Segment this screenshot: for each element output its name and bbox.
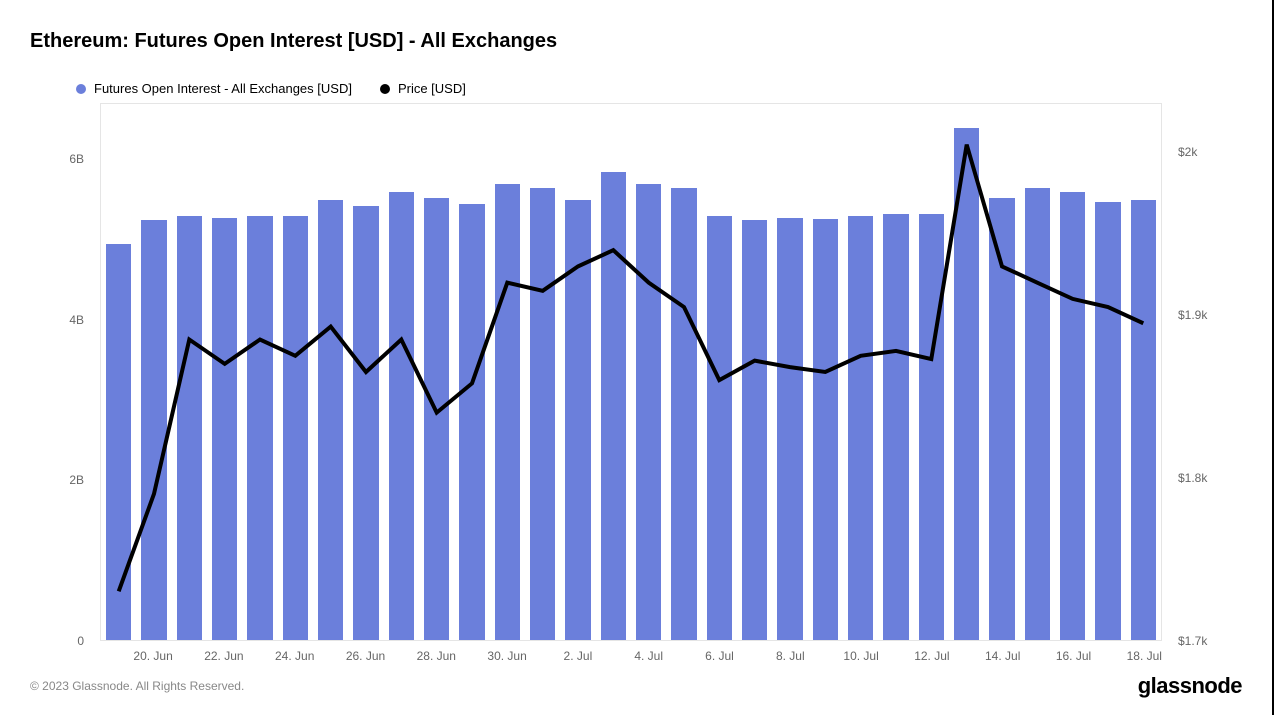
- chart-area: Futures Open Interest - All Exchanges [U…: [30, 81, 1242, 671]
- x-tick-label: 26. Jun: [346, 649, 385, 663]
- copyright-text: © 2023 Glassnode. All Rights Reserved.: [30, 679, 244, 693]
- y-left-tick-label: 4B: [69, 313, 84, 327]
- x-tick-label: 6. Jul: [705, 649, 734, 663]
- x-axis: 20. Jun 22. Jun 24. Jun 26. Jun 28. Jun 30. J…: [100, 643, 1162, 671]
- x-tick-label: 18. Jul: [1127, 649, 1162, 663]
- x-tick-label: 10. Jul: [843, 649, 878, 663]
- y-left-tick-label: 2B: [69, 473, 84, 487]
- brand-logo: glassnode: [1138, 673, 1242, 699]
- footer: © 2023 Glassnode. All Rights Reserved. g…: [30, 673, 1242, 699]
- x-tick-label: 28. Jun: [417, 649, 456, 663]
- y-right-tick-label: $1.9k: [1178, 308, 1207, 322]
- y-axis-left: 02B4B6B: [30, 103, 90, 641]
- x-tick-label: 24. Jun: [275, 649, 314, 663]
- legend-swatch-bar: [76, 84, 86, 94]
- y-left-tick-label: 0: [77, 634, 84, 648]
- price-line: [119, 145, 1144, 592]
- y-axis-right: $1.7k$1.8k$1.9k$2k: [1172, 103, 1232, 641]
- legend-label-bars: Futures Open Interest - All Exchanges [U…: [94, 81, 352, 96]
- legend: Futures Open Interest - All Exchanges [U…: [76, 81, 466, 96]
- legend-swatch-line: [380, 84, 390, 94]
- y-right-tick-label: $1.7k: [1178, 634, 1207, 648]
- legend-item-bars: Futures Open Interest - All Exchanges [U…: [76, 81, 352, 96]
- plot-area: [100, 103, 1162, 641]
- legend-item-line: Price [USD]: [380, 81, 466, 96]
- x-tick-label: 2. Jul: [564, 649, 593, 663]
- x-tick-label: 22. Jun: [204, 649, 243, 663]
- y-right-tick-label: $2k: [1178, 145, 1197, 159]
- x-tick-label: 4. Jul: [634, 649, 663, 663]
- x-tick-label: 30. Jun: [487, 649, 526, 663]
- line-layer: [101, 104, 1161, 640]
- x-tick-label: 16. Jul: [1056, 649, 1091, 663]
- x-tick-label: 12. Jul: [914, 649, 949, 663]
- x-tick-label: 8. Jul: [776, 649, 805, 663]
- x-tick-label: 14. Jul: [985, 649, 1020, 663]
- y-left-tick-label: 6B: [69, 152, 84, 166]
- x-tick-label: 20. Jun: [133, 649, 172, 663]
- legend-label-line: Price [USD]: [398, 81, 466, 96]
- chart-title: Ethereum: Futures Open Interest [USD] - …: [30, 30, 1242, 53]
- y-right-tick-label: $1.8k: [1178, 471, 1207, 485]
